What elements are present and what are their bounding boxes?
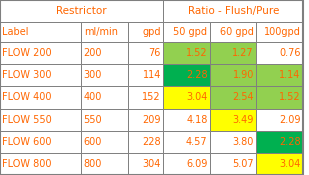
Text: 3.49: 3.49	[233, 115, 254, 125]
Text: 400: 400	[84, 92, 102, 102]
Text: Label: Label	[2, 27, 29, 37]
Text: 1.52: 1.52	[279, 92, 301, 102]
Bar	[210, 22, 256, 42]
Text: 2.54: 2.54	[232, 92, 254, 102]
Bar	[210, 86, 256, 108]
Bar	[163, 86, 210, 108]
Text: ml/min: ml/min	[84, 27, 118, 37]
Bar	[210, 42, 256, 64]
Text: 5.07: 5.07	[232, 159, 254, 169]
Text: 3.04: 3.04	[186, 92, 207, 102]
Bar	[0, 64, 81, 86]
Bar	[163, 0, 303, 22]
Text: 3.04: 3.04	[279, 159, 301, 169]
Text: 200: 200	[84, 48, 102, 58]
Bar	[163, 153, 210, 175]
Text: gpd: gpd	[142, 27, 161, 37]
Text: 60 gpd: 60 gpd	[220, 27, 254, 37]
Bar	[163, 131, 210, 153]
Text: 4.18: 4.18	[186, 115, 207, 125]
Text: FLOW 400: FLOW 400	[2, 92, 52, 102]
Text: 4.57: 4.57	[186, 137, 207, 147]
Bar	[81, 131, 128, 153]
Text: 2.28: 2.28	[279, 137, 301, 147]
Bar	[0, 153, 81, 175]
Bar	[163, 108, 210, 131]
Bar	[81, 64, 128, 86]
Bar	[210, 153, 256, 175]
Bar	[0, 0, 163, 22]
Text: 1.90: 1.90	[233, 70, 254, 80]
Bar	[128, 108, 163, 131]
Bar	[256, 42, 303, 64]
Bar	[81, 42, 128, 64]
Text: 1.14: 1.14	[279, 70, 301, 80]
Bar	[256, 64, 303, 86]
Bar	[81, 108, 128, 131]
Bar	[128, 22, 163, 42]
Text: 600: 600	[84, 137, 102, 147]
Text: FLOW 300: FLOW 300	[2, 70, 52, 80]
Text: 0.76: 0.76	[279, 48, 301, 58]
Text: 76: 76	[149, 48, 161, 58]
Bar	[0, 22, 81, 42]
Bar	[0, 108, 81, 131]
Text: Ratio - Flush/Pure: Ratio - Flush/Pure	[188, 6, 279, 16]
Text: 6.09: 6.09	[186, 159, 207, 169]
Bar	[128, 131, 163, 153]
Bar	[210, 131, 256, 153]
Text: 2.09: 2.09	[279, 115, 301, 125]
Bar	[0, 131, 81, 153]
Bar	[163, 22, 210, 42]
Bar	[81, 22, 128, 42]
Bar	[256, 22, 303, 42]
Bar	[0, 86, 81, 108]
Bar	[256, 86, 303, 108]
Bar	[210, 64, 256, 86]
Text: 50 gpd: 50 gpd	[173, 27, 207, 37]
Text: 228: 228	[142, 137, 161, 147]
Text: 1.27: 1.27	[232, 48, 254, 58]
Bar	[256, 131, 303, 153]
Bar	[210, 108, 256, 131]
Bar	[256, 153, 303, 175]
Bar	[163, 64, 210, 86]
Bar	[163, 42, 210, 64]
Bar	[256, 108, 303, 131]
Text: 1.52: 1.52	[186, 48, 207, 58]
Bar	[0, 42, 81, 64]
Text: 2.28: 2.28	[186, 70, 207, 80]
Text: FLOW 600: FLOW 600	[2, 137, 52, 147]
Text: 3.80: 3.80	[233, 137, 254, 147]
Text: 800: 800	[84, 159, 102, 169]
Bar	[128, 42, 163, 64]
Text: 114: 114	[142, 70, 161, 80]
Text: FLOW 200: FLOW 200	[2, 48, 52, 58]
Bar	[81, 153, 128, 175]
Text: 100gpd: 100gpd	[264, 27, 301, 37]
Bar	[128, 64, 163, 86]
Text: FLOW 800: FLOW 800	[2, 159, 52, 169]
Text: 300: 300	[84, 70, 102, 80]
Text: 209: 209	[142, 115, 161, 125]
Text: FLOW 550: FLOW 550	[2, 115, 52, 125]
Bar	[81, 86, 128, 108]
Text: 304: 304	[142, 159, 161, 169]
Text: 152: 152	[142, 92, 161, 102]
Bar	[128, 86, 163, 108]
Bar	[128, 153, 163, 175]
Text: Restrictor: Restrictor	[56, 6, 107, 16]
Text: 550: 550	[84, 115, 102, 125]
